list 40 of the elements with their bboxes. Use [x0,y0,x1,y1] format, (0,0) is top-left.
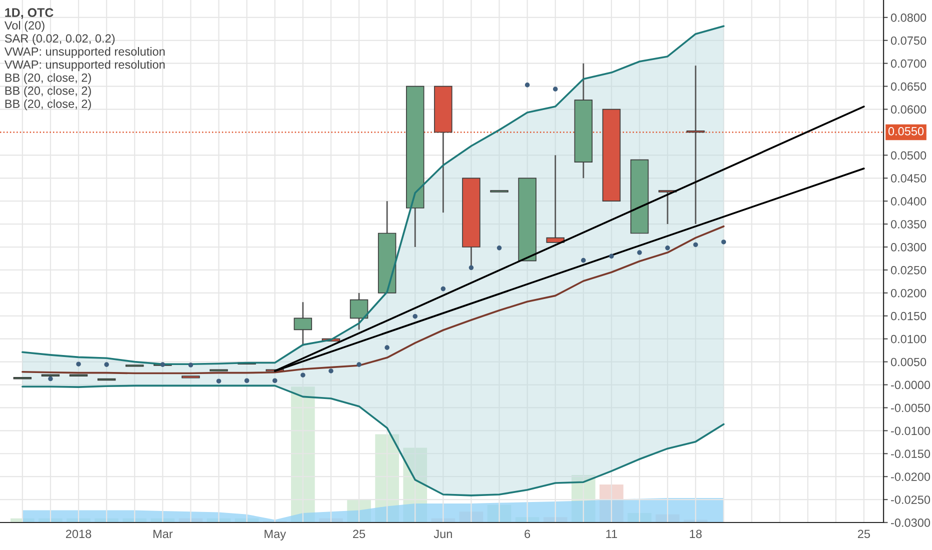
annotation: VWAP: unsupported resolution [4,60,165,72]
y-tick-label: -0.0000 [891,380,930,390]
y-tick-label: -0.0200 [891,472,930,481]
text: 1D, OTC [5,8,54,19]
annotation: BB (20, close, 2) [5,73,91,84]
y-tick-label: -0.0300 [891,518,930,527]
annotation: BB (20, close, 2) [5,99,91,110]
y-tick-label: -0.0050 [891,404,930,412]
y-tick-label: 0.0450 [890,174,926,183]
y-tick-label: 0.0100 [890,334,926,344]
x-tick-label: 2018 [66,530,92,538]
y-tick-label: 0.0700 [890,59,926,68]
x-tick-label: Mar [153,530,173,538]
annotation: Vol (20) [4,20,44,32]
y-tick-label: 0.0600 [890,105,926,114]
x-tick-label: 6 [524,530,530,538]
y-tick-label: 0.0200 [890,288,926,298]
y-tick-label: 0.0650 [890,82,926,91]
y-tick-label: -0.0250 [891,496,930,504]
y-tick-label: 0.0050 [890,358,926,366]
annotation: VWAP: unsupported resolution [4,47,165,58]
x-tick-label: May [264,530,286,540]
y-tick-label: 0.0400 [890,197,926,206]
y-tick-label: 0.0800 [890,13,926,22]
annotation: BB (20, close, 2) [5,86,91,98]
y-tick-label: 0.0750 [890,36,926,45]
y-tick-label: -0.0150 [891,450,930,458]
x-tick-label: 18 [690,530,702,538]
ref-line-label: 0.0550 [888,127,924,136]
x-tick-label: 25 [858,530,870,538]
annotation: SAR (0.02, 0.02, 0.2) [4,34,115,45]
y-tick-label: -0.0100 [891,426,930,436]
y-tick-label: 0.0250 [890,266,926,274]
y-tick-label: 0.0500 [890,151,926,160]
y-tick-label: 0.0350 [890,220,926,228]
x-tick-label: Jun [434,530,452,538]
x-tick-label: 11 [606,530,618,538]
x-tick-label: 25 [353,530,366,538]
y-tick-label: 0.0300 [890,243,926,252]
y-tick-label: 0.0150 [890,312,926,320]
